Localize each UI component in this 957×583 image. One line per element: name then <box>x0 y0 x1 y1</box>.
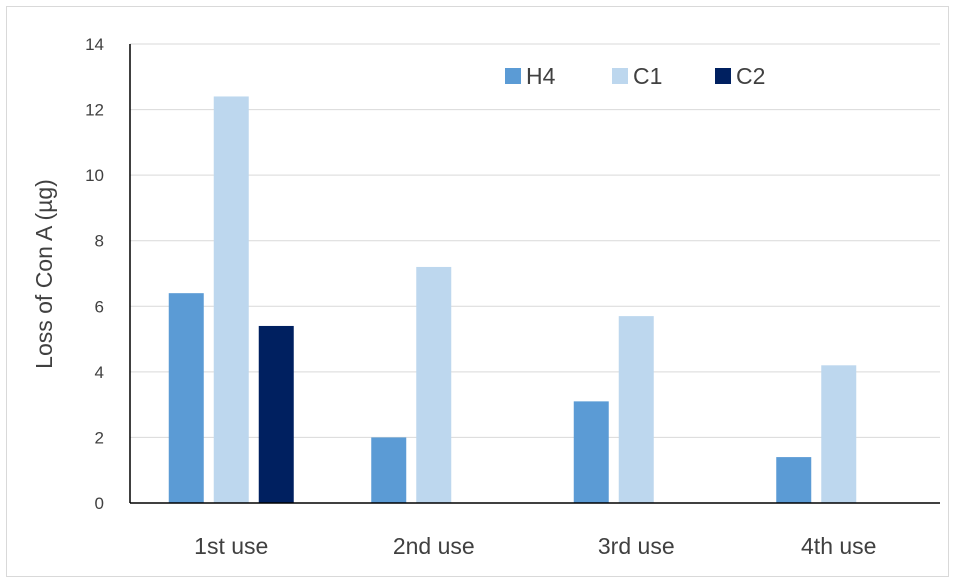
y-tick-labels: 0 2 4 6 8 10 12 14 <box>85 35 104 513</box>
x-tick-label: 4th use <box>801 533 876 559</box>
x-tick-labels: 1st use 2nd use 3rd use 4th use <box>194 533 876 559</box>
x-tick-label: 2nd use <box>393 533 475 559</box>
bar-c1-2 <box>416 266 452 503</box>
bar-c2-1 <box>258 325 294 503</box>
legend-label-h4: H4 <box>526 63 556 89</box>
legend-swatch-h4 <box>505 68 521 84</box>
legend-label-c2: C2 <box>736 63 765 89</box>
y-tick-label: 2 <box>95 428 104 447</box>
y-tick-label: 14 <box>85 35 104 54</box>
y-tick-label: 4 <box>95 363 104 382</box>
y-axis-label: Loss of Con A (µg) <box>31 179 57 369</box>
bar-h4-4 <box>776 457 812 503</box>
bar-h4-1 <box>168 293 204 503</box>
bars <box>168 96 857 503</box>
bar-c1-1 <box>213 96 249 503</box>
legend: H4 C1 C2 <box>505 63 765 89</box>
x-tick-label: 3rd use <box>598 533 675 559</box>
y-tick-label: 0 <box>95 494 104 513</box>
legend-label-c1: C1 <box>633 63 662 89</box>
y-tick-label: 8 <box>95 232 104 251</box>
bar-h4-2 <box>371 437 407 503</box>
bar-h4-3 <box>573 401 609 503</box>
x-tick-label: 1st use <box>194 533 268 559</box>
y-tick-label: 6 <box>95 297 104 316</box>
y-tick-label: 10 <box>85 166 104 185</box>
legend-swatch-c1 <box>612 68 628 84</box>
bar-c1-4 <box>821 365 857 503</box>
y-tick-label: 12 <box>85 101 104 120</box>
legend-swatch-c2 <box>715 68 731 84</box>
bar-c1-3 <box>618 316 654 503</box>
gridlines <box>130 43 940 438</box>
